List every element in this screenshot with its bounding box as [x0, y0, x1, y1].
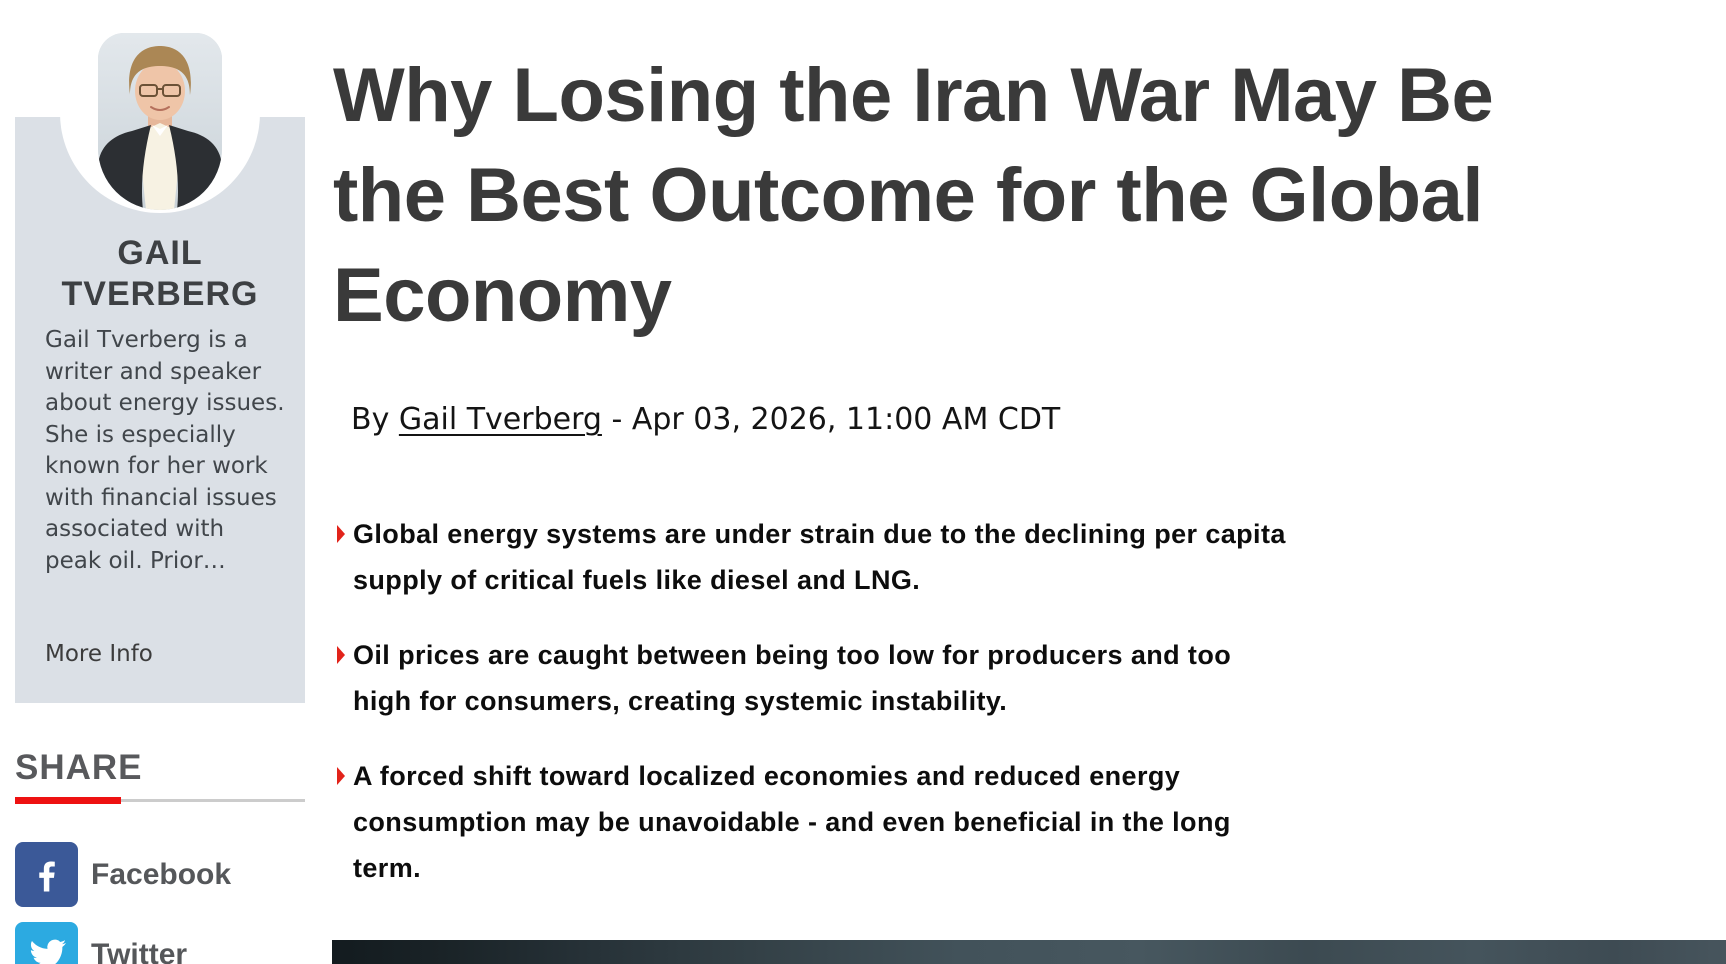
key-points-list: Global energy systems are under strain d… — [337, 511, 1552, 920]
share-heading: SHARE — [15, 748, 143, 787]
share-divider-red-segment — [15, 797, 121, 804]
headline-line-2: the Best Outcome for the Global — [333, 153, 1483, 238]
author-portrait-illustration — [98, 33, 222, 210]
author-photo — [98, 33, 222, 210]
key-point-line: consumption may be unavoidable - and eve… — [353, 807, 1231, 837]
key-point-line: term. — [353, 853, 422, 883]
key-point: A forced shift toward localized economie… — [337, 753, 1552, 891]
headline-line-3: Economy — [333, 253, 672, 338]
facebook-icon[interactable] — [15, 842, 78, 907]
headline-line-1: Why Losing the Iran War May Be — [333, 53, 1494, 138]
author-card: GAIL TVERBERG Gail Tverberg is a writer … — [15, 13, 305, 703]
share-twitter-button[interactable]: Twitter — [15, 922, 305, 964]
key-point-line: supply of critical fuels like diesel and… — [353, 565, 921, 595]
share-facebook-label: Facebook — [91, 857, 232, 891]
author-bio: Gail Tverberg is a writer and speaker ab… — [45, 327, 285, 574]
key-point: Oil prices are caught between being too … — [337, 632, 1552, 724]
byline-author-link[interactable]: Gail Tverberg — [398, 402, 602, 437]
byline-prefix: By — [351, 402, 399, 437]
share-twitter-label: Twitter — [91, 937, 188, 964]
key-point-line: A forced shift toward localized economie… — [353, 761, 1181, 791]
article-image — [332, 940, 1726, 964]
bullet-triangle-icon — [337, 646, 345, 664]
byline-date: - Apr 03, 2026, 11:00 AM CDT — [601, 402, 1061, 437]
key-point-line: Global energy systems are under strain d… — [353, 519, 1286, 549]
byline: By Gail Tverberg - Apr 03, 2026, 11:00 A… — [351, 400, 1060, 440]
key-point: Global energy systems are under strain d… — [337, 511, 1552, 603]
bullet-triangle-icon — [337, 767, 345, 785]
article-headline: Why Losing the Iran War May Be the Best … — [333, 46, 1673, 346]
share-section: SHARE Facebook Twitter — [15, 750, 305, 964]
author-avatar[interactable] — [60, 13, 260, 213]
share-divider — [15, 797, 305, 804]
share-facebook-button[interactable]: Facebook — [15, 842, 305, 907]
key-point-line: Oil prices are caught between being too … — [353, 640, 1232, 670]
key-point-line: high for consumers, creating systemic in… — [353, 686, 1008, 716]
author-name: GAIL TVERBERG — [61, 234, 259, 313]
twitter-icon[interactable] — [15, 922, 78, 964]
bullet-triangle-icon — [337, 525, 345, 543]
share-divider-gray-segment — [121, 799, 305, 802]
more-info-link[interactable]: More Info — [45, 641, 153, 667]
